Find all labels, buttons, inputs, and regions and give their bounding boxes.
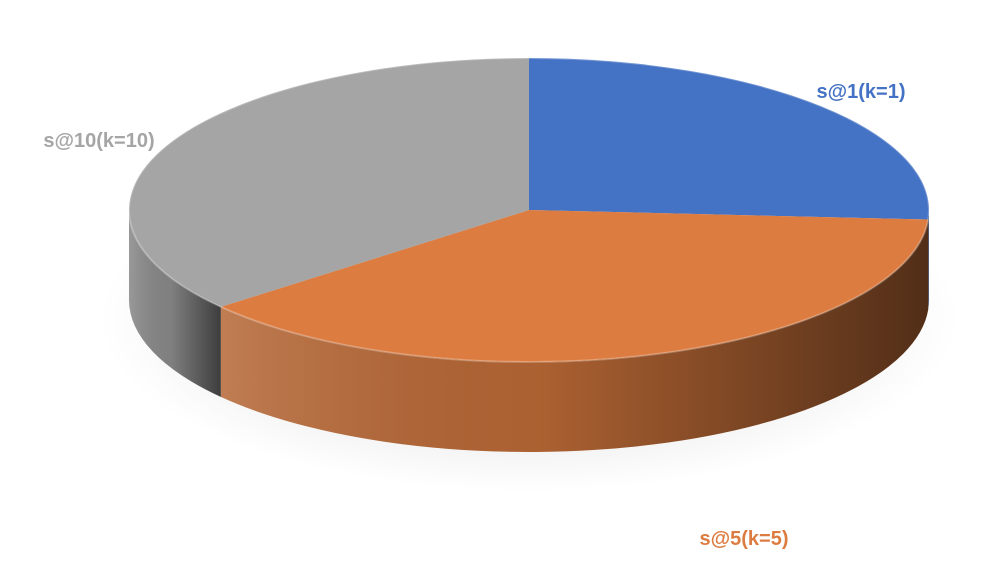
slice-label-2: s@10(k=10) [43,130,154,152]
slice-label-1: s@5(k=5) [700,528,789,550]
pie-wall-shade-2-0 [129,210,221,397]
slice-label-0: s@1(k=1) [817,81,906,103]
pie-slice-0[interactable] [529,58,930,220]
pie-wall-shade-1-0 [220,219,929,453]
pie-slice-2[interactable] [129,58,529,307]
pie-wall-shade-0-0 [928,210,929,310]
pie-slice-1[interactable] [220,210,929,362]
pie-rim [128,57,930,363]
